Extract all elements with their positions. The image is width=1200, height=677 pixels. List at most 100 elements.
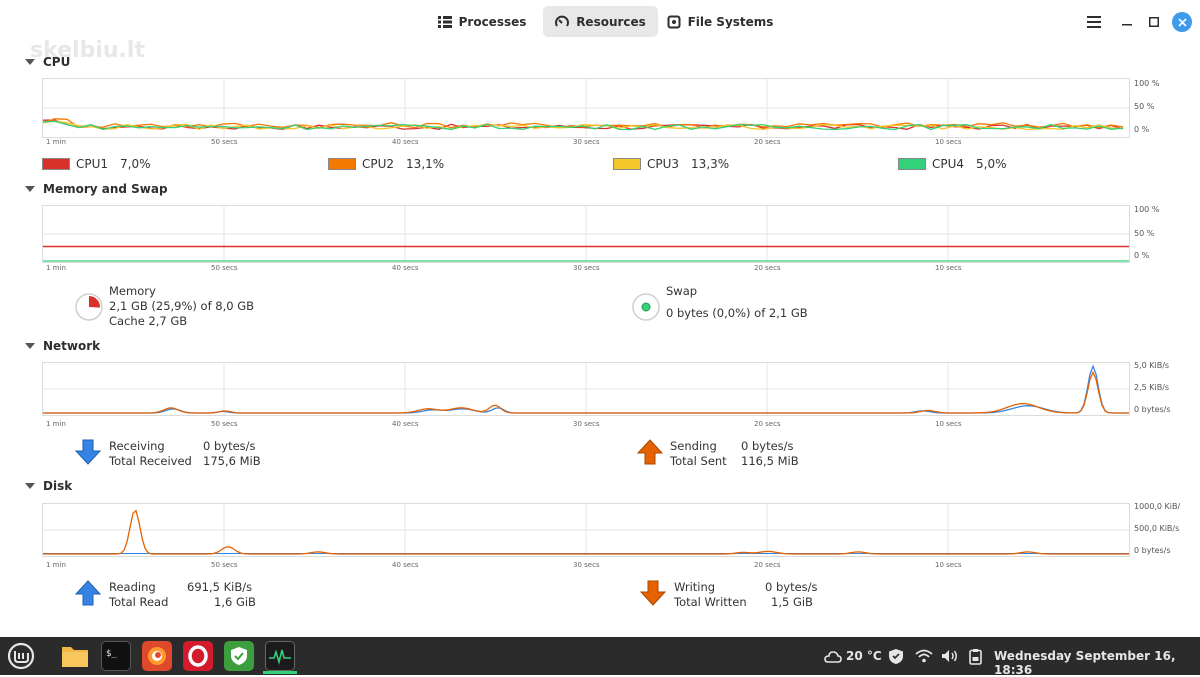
wifi-icon[interactable] (915, 649, 933, 663)
cpu-y-tick-50: 50 % (1134, 102, 1155, 111)
disk-section-title: Disk (43, 479, 73, 493)
cpu-x-tick-5: 10 secs (935, 138, 962, 146)
cpu2-legend[interactable]: CPU2 13,1% (328, 157, 444, 171)
tab-resources[interactable]: Resources (543, 6, 658, 37)
memory-section-toggle[interactable]: Memory and Swap (25, 182, 168, 196)
sending-values: 0 bytes/s 116,5 MiB (741, 439, 799, 469)
taskbar-shield-button[interactable] (224, 641, 254, 671)
cpu2-value: 13,1% (406, 157, 445, 171)
cpu3-legend[interactable]: CPU3 13,3% (613, 157, 729, 171)
swap-usage-pie[interactable] (631, 292, 661, 322)
total-sent-value: 116,5 MiB (741, 454, 799, 468)
taskbar-menu-button[interactable] (6, 641, 36, 671)
disk-x-tick-1: 50 secs (211, 561, 238, 569)
sending-value: 0 bytes/s (741, 439, 794, 453)
swap-value: 0 bytes (0,0%) of 2,1 GB (666, 306, 808, 320)
cpu-y-tick-100: 100 % (1134, 79, 1160, 88)
network-x-tick-1: 50 secs (211, 420, 238, 428)
total-written-value: 1,5 GiB (771, 595, 813, 609)
reading-label: Reading (109, 580, 156, 594)
weather-temperature[interactable]: 20 °C (846, 649, 882, 663)
disk-icon (667, 15, 681, 28)
writing-label: Writing (674, 580, 716, 594)
swap-label: Swap (666, 284, 698, 298)
read-arrow-icon (74, 580, 102, 606)
minimize-button[interactable] (1117, 12, 1137, 32)
cpu2-name: CPU2 (362, 157, 395, 171)
disk-x-tick-3: 30 secs (573, 561, 600, 569)
cpu3-color-swatch[interactable] (613, 158, 641, 170)
opera-icon (188, 645, 208, 667)
swap-pie-dot (641, 302, 651, 312)
cpu4-value: 5,0% (976, 157, 1007, 171)
memory-x-tick-5: 10 secs (935, 264, 962, 272)
cpu-x-tick-3: 30 secs (573, 138, 600, 146)
total-received-label: Total Received (109, 454, 192, 468)
files-icon (62, 647, 88, 667)
receiving-labels: Receiving Total Received (109, 439, 192, 469)
cpu-y-tick-0: 0 % (1134, 125, 1150, 134)
close-icon (1177, 17, 1187, 27)
memory-value: 2,1 GB (25,9%) of 8,0 GB (109, 299, 255, 313)
taskbar-system-monitor-button[interactable] (265, 641, 295, 671)
reading-labels: Reading Total Read (109, 580, 168, 610)
cpu3-name: CPU3 (647, 157, 680, 171)
cpu2-color-swatch[interactable] (328, 158, 356, 170)
shield-icon (231, 647, 247, 665)
maximize-button[interactable] (1144, 12, 1164, 32)
network-y-tick-top: 5,0 KiB/s (1134, 361, 1170, 370)
tab-file-systems[interactable]: File Systems (664, 6, 776, 37)
memory-usage-pie[interactable] (74, 292, 104, 322)
memory-section-title: Memory and Swap (43, 182, 168, 196)
system-monitor-icon (269, 649, 291, 666)
cpu4-legend[interactable]: CPU4 5,0% (898, 157, 1007, 171)
maximize-icon (1149, 17, 1159, 27)
taskbar-firefox-button[interactable] (142, 641, 172, 671)
writing-value: 0 bytes/s (765, 580, 818, 594)
disk-y-tick-mid: 500,0 KiB/s (1134, 524, 1180, 533)
writing-series-line (43, 509, 1129, 555)
memory-label: Memory (109, 284, 156, 298)
taskbar-opera-button[interactable] (183, 641, 213, 671)
volume-icon[interactable] (941, 649, 959, 663)
svg-text:$_: $_ (106, 649, 117, 659)
memory-pie-slice (89, 296, 100, 308)
cpu-section-toggle[interactable]: CPU (25, 55, 70, 69)
cpu1-legend[interactable]: CPU1 7,0% (42, 157, 151, 171)
close-button[interactable] (1172, 12, 1192, 32)
tab-processes[interactable]: Processes (430, 6, 534, 37)
weather-cloud-icon[interactable] (824, 649, 842, 663)
cpu4-color-swatch[interactable] (898, 158, 926, 170)
cpu1-color-swatch[interactable] (42, 158, 70, 170)
receiving-value: 0 bytes/s (203, 439, 256, 453)
memory-y-tick-50: 50 % (1134, 229, 1155, 238)
expander-triangle-icon (25, 59, 35, 65)
total-received-value: 175,6 MiB (203, 454, 261, 468)
writing-labels: Writing Total Written (674, 580, 747, 610)
clock[interactable]: Wednesday September 16, 18:36 (994, 649, 1176, 677)
list-icon (437, 15, 452, 28)
tray-shield-icon[interactable] (888, 648, 904, 665)
hamburger-icon (1087, 16, 1101, 28)
cpu-x-tick-4: 20 secs (754, 138, 781, 146)
disk-section-toggle[interactable]: Disk (25, 479, 72, 493)
swap-info: Swap 0 bytes (0,0%) of 2,1 GB (666, 284, 808, 321)
total-read-value: 1,6 GiB (214, 595, 256, 609)
gauge-icon (555, 15, 570, 27)
write-arrow-icon (639, 580, 667, 606)
network-section-title: Network (43, 339, 101, 353)
sending-series-line (43, 370, 1129, 414)
active-window-indicator (263, 671, 297, 674)
cpu-x-tick-1: 50 secs (211, 138, 238, 146)
taskbar-terminal-button[interactable]: $_ (101, 641, 131, 671)
memory-x-tick-0: 1 min (46, 264, 66, 272)
memory-y-tick-100: 100 % (1134, 205, 1160, 214)
clipboard-icon[interactable] (969, 648, 982, 665)
sending-label: Sending (670, 439, 717, 453)
network-section-toggle[interactable]: Network (25, 339, 100, 353)
disk-x-tick-2: 40 secs (392, 561, 419, 569)
network-x-tick-0: 1 min (46, 420, 66, 428)
network-x-tick-3: 30 secs (573, 420, 600, 428)
taskbar-files-button[interactable] (60, 641, 90, 671)
hamburger-menu-button[interactable] (1084, 12, 1104, 32)
